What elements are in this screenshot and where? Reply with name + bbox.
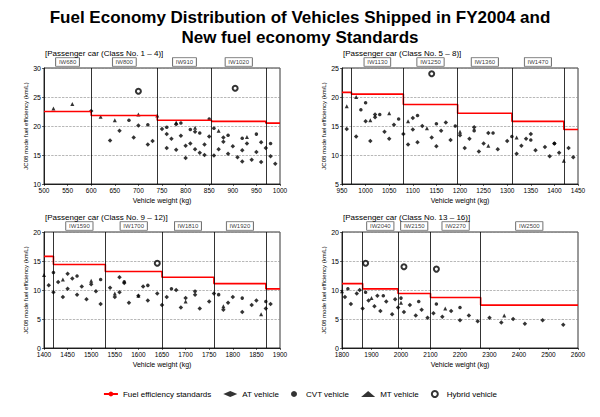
svg-text:1700: 1700 [178, 351, 193, 358]
svg-text:2400: 2400 [512, 351, 527, 358]
svg-text:Fuel efficiency standards: Fuel efficiency standards [123, 390, 211, 399]
svg-text:700: 700 [133, 187, 144, 194]
svg-text:IW1250: IW1250 [420, 59, 441, 65]
svg-text:600: 600 [86, 187, 97, 194]
svg-text:1050: 1050 [382, 187, 397, 194]
svg-text:IW2040: IW2040 [370, 223, 391, 229]
svg-text:1500: 1500 [84, 351, 99, 358]
svg-text:IW800: IW800 [116, 59, 134, 65]
svg-text:2600: 2600 [571, 351, 586, 358]
svg-text:JC08 mode fuel efficiency (km/: JC08 mode fuel efficiency (km/L) [321, 82, 327, 169]
svg-text:IW1810: IW1810 [178, 223, 199, 229]
svg-text:JC08 mode fuel efficiency (km/: JC08 mode fuel efficiency (km/L) [321, 246, 327, 333]
svg-text:10: 10 [331, 287, 339, 294]
svg-text:CVT vehicle: CVT vehicle [306, 390, 350, 399]
svg-text:[Passenger car (Class No. 13 –: [Passenger car (Class No. 13 – 16)] [343, 213, 470, 222]
svg-text:1750: 1750 [202, 351, 217, 358]
svg-text:New fuel economy Standards: New fuel economy Standards [181, 28, 418, 47]
svg-text:2200: 2200 [453, 351, 468, 358]
svg-text:IW2500: IW2500 [519, 223, 540, 229]
svg-text:Vehicle weight (kg): Vehicle weight (kg) [431, 361, 490, 369]
svg-text:IW1590: IW1590 [69, 223, 90, 229]
svg-text:Vehicle weight (kg): Vehicle weight (kg) [431, 197, 490, 205]
svg-text:IW1920: IW1920 [230, 223, 251, 229]
svg-text:1400: 1400 [547, 187, 562, 194]
svg-text:1900: 1900 [364, 351, 379, 358]
svg-text:5: 5 [335, 316, 339, 323]
svg-text:JC08 mode fuel efficiency (km/: JC08 mode fuel efficiency (km/L) [23, 82, 29, 169]
svg-text:MT vehicle: MT vehicle [380, 390, 419, 399]
svg-text:1650: 1650 [155, 351, 170, 358]
svg-text:IW910: IW910 [176, 59, 194, 65]
svg-text:15: 15 [33, 152, 41, 159]
svg-text:15: 15 [331, 123, 339, 130]
svg-text:IW1020: IW1020 [228, 59, 249, 65]
svg-text:IW1360: IW1360 [474, 59, 495, 65]
svg-text:1200: 1200 [453, 187, 468, 194]
svg-text:2500: 2500 [541, 351, 556, 358]
svg-text:1150: 1150 [429, 187, 443, 194]
svg-text:1600: 1600 [131, 351, 146, 358]
svg-text:2000: 2000 [394, 351, 409, 358]
svg-text:1550: 1550 [108, 351, 123, 358]
svg-text:20: 20 [331, 94, 339, 101]
svg-text:IW680: IW680 [59, 59, 77, 65]
svg-text:[Passenger car (Class No. 1 –: [Passenger car (Class No. 1 – 4)] [45, 49, 163, 58]
svg-text:15: 15 [331, 258, 339, 265]
svg-text:1300: 1300 [500, 187, 515, 194]
svg-text:AT vehicle: AT vehicle [242, 390, 279, 399]
svg-text:5: 5 [37, 316, 41, 323]
svg-text:JC08 mode fuel efficiency (km/: JC08 mode fuel efficiency (km/L) [23, 246, 29, 333]
svg-text:25: 25 [331, 65, 339, 72]
svg-text:1350: 1350 [524, 187, 539, 194]
svg-text:1000: 1000 [358, 187, 373, 194]
svg-text:950: 950 [251, 187, 262, 194]
svg-text:10: 10 [33, 180, 41, 188]
svg-text:Fuel Economy Distribution of V: Fuel Economy Distribution of Vehicles Sh… [50, 8, 551, 27]
svg-text:IW1700: IW1700 [123, 223, 144, 229]
svg-text:0: 0 [335, 344, 339, 352]
svg-text:1450: 1450 [60, 351, 75, 358]
svg-text:[Passenger car (Class No. 9 –: [Passenger car (Class No. 9 – 12)] [45, 213, 168, 222]
svg-text:IW1470: IW1470 [528, 59, 549, 65]
svg-text:[Passenger car (Class No. 5 –: [Passenger car (Class No. 5 – 8)] [343, 49, 461, 58]
svg-text:550: 550 [62, 187, 73, 194]
svg-text:2100: 2100 [423, 351, 438, 358]
svg-text:Vehicle weight (kg): Vehicle weight (kg) [133, 361, 192, 369]
svg-text:30: 30 [33, 65, 41, 72]
svg-text:900: 900 [227, 187, 238, 194]
svg-text:1800: 1800 [335, 351, 350, 358]
svg-text:25: 25 [33, 94, 41, 101]
svg-text:500: 500 [39, 187, 50, 194]
svg-text:IW1130: IW1130 [367, 59, 388, 65]
svg-text:0: 0 [37, 344, 41, 352]
svg-text:5: 5 [335, 180, 339, 188]
svg-text:1900: 1900 [273, 351, 288, 358]
svg-text:650: 650 [109, 187, 120, 194]
svg-text:1800: 1800 [226, 351, 241, 358]
svg-text:10: 10 [331, 152, 339, 159]
svg-text:Vehicle weight (kg): Vehicle weight (kg) [133, 197, 192, 205]
svg-text:750: 750 [157, 187, 168, 194]
svg-text:Hybrid vehicle: Hybrid vehicle [447, 390, 498, 399]
svg-text:1400: 1400 [37, 351, 52, 358]
svg-text:1450: 1450 [571, 187, 586, 194]
svg-text:20: 20 [331, 229, 339, 236]
svg-text:1250: 1250 [476, 187, 491, 194]
svg-text:20: 20 [33, 229, 41, 236]
svg-text:20: 20 [33, 123, 41, 130]
svg-text:950: 950 [337, 187, 348, 194]
svg-text:2300: 2300 [482, 351, 497, 358]
svg-text:1000: 1000 [273, 187, 288, 194]
svg-text:850: 850 [204, 187, 215, 194]
svg-text:800: 800 [180, 187, 191, 194]
svg-text:15: 15 [33, 258, 41, 265]
svg-text:10: 10 [33, 287, 41, 294]
svg-text:IW2270: IW2270 [445, 223, 466, 229]
svg-text:IW2150: IW2150 [404, 223, 425, 229]
svg-text:1850: 1850 [249, 351, 264, 358]
svg-text:1100: 1100 [406, 187, 420, 194]
